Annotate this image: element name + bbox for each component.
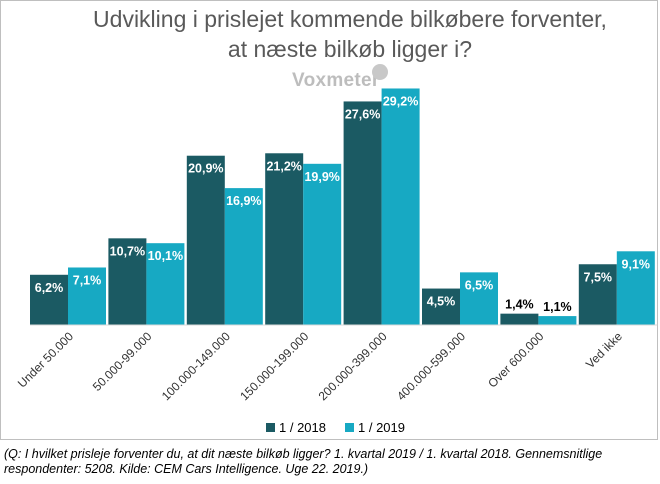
data-label-2018-0: 6,2% [35, 281, 64, 295]
footnote-line-1: (Q: I hvilket prisleje forventer du, at … [4, 447, 603, 461]
data-label-2019-0: 7,1% [73, 273, 102, 287]
data-label-2019-4: 29,2% [383, 94, 418, 108]
x-tick-label-6: Over 600.000 [485, 329, 547, 391]
bar-2018-6 [500, 313, 539, 325]
bar-2019-2 [224, 188, 263, 325]
bar-2019-7 [616, 251, 655, 325]
legend-label-2019: 1 / 2019 [358, 420, 405, 435]
x-tick-label-3: 150.000-199.000 [237, 329, 311, 403]
footnote: (Q: I hvilket prisleje forventer du, at … [4, 447, 656, 477]
data-label-2018-1: 10,7% [110, 244, 145, 258]
bar-2019-0 [68, 267, 106, 325]
data-label-2019-6: 1,1% [543, 300, 572, 314]
chart-title-line-1: Udvikling i prislejet kommende bilkøbere… [93, 6, 607, 32]
bar-2018-4 [343, 101, 382, 325]
x-tick-label-2: 100.000-149.000 [159, 329, 233, 403]
legend-swatch-2018 [266, 423, 275, 432]
bar-2019-3 [303, 163, 342, 325]
bar-2018-5 [422, 288, 460, 325]
bar-2019-5 [460, 272, 498, 325]
voxmeter-logo-mark [372, 64, 388, 80]
bar-2018-3 [265, 153, 304, 325]
legend-label-2018: 1 / 2018 [279, 420, 326, 435]
data-label-2018-7: 7,5% [584, 270, 613, 284]
voxmeter-logo: Voxmeter [292, 70, 380, 91]
bar-chart: 6,2% 7,1% Under 50.000 10,7% 10,1% 50.000-99.… [15, 88, 658, 435]
legend-swatch-2019 [345, 423, 354, 432]
bar-2018-2 [186, 155, 225, 325]
bar-2019-6 [538, 316, 577, 325]
bar-2019-4 [381, 88, 420, 325]
footnote-line-2: respondenter: 5208. Kilde: CEM Cars Inte… [4, 462, 369, 476]
x-tick-label-5: 400.000-599.000 [394, 329, 468, 403]
chart-title-line-2: at næste bilkøb ligger i? [227, 36, 473, 62]
data-label-2019-2: 16,9% [226, 194, 261, 208]
data-label-2019-3: 19,9% [304, 170, 339, 184]
bar-2018-1 [108, 238, 147, 325]
data-label-2019-1: 10,1% [148, 249, 183, 263]
bar-2018-0 [30, 274, 68, 325]
chart-frame [0, 0, 658, 440]
data-label-2018-2: 20,9% [188, 162, 223, 176]
x-tick-label-1: 50.000-99.000 [90, 329, 155, 394]
data-label-2018-5: 4,5% [427, 295, 456, 309]
x-tick-label-7: Ved ikke [583, 329, 625, 371]
bar-2018-7 [578, 264, 617, 325]
data-label-2018-6: 1,4% [505, 298, 534, 312]
data-label-2019-7: 9,1% [622, 257, 651, 271]
data-label-2018-4: 27,6% [345, 107, 380, 121]
data-label-2019-5: 6,5% [465, 278, 494, 292]
x-tick-label-4: 200.000-399.000 [316, 329, 390, 403]
x-tick-label-0: Under 50.000 [15, 329, 77, 391]
bar-2019-1 [146, 243, 185, 325]
data-label-2018-3: 21,2% [266, 159, 301, 173]
